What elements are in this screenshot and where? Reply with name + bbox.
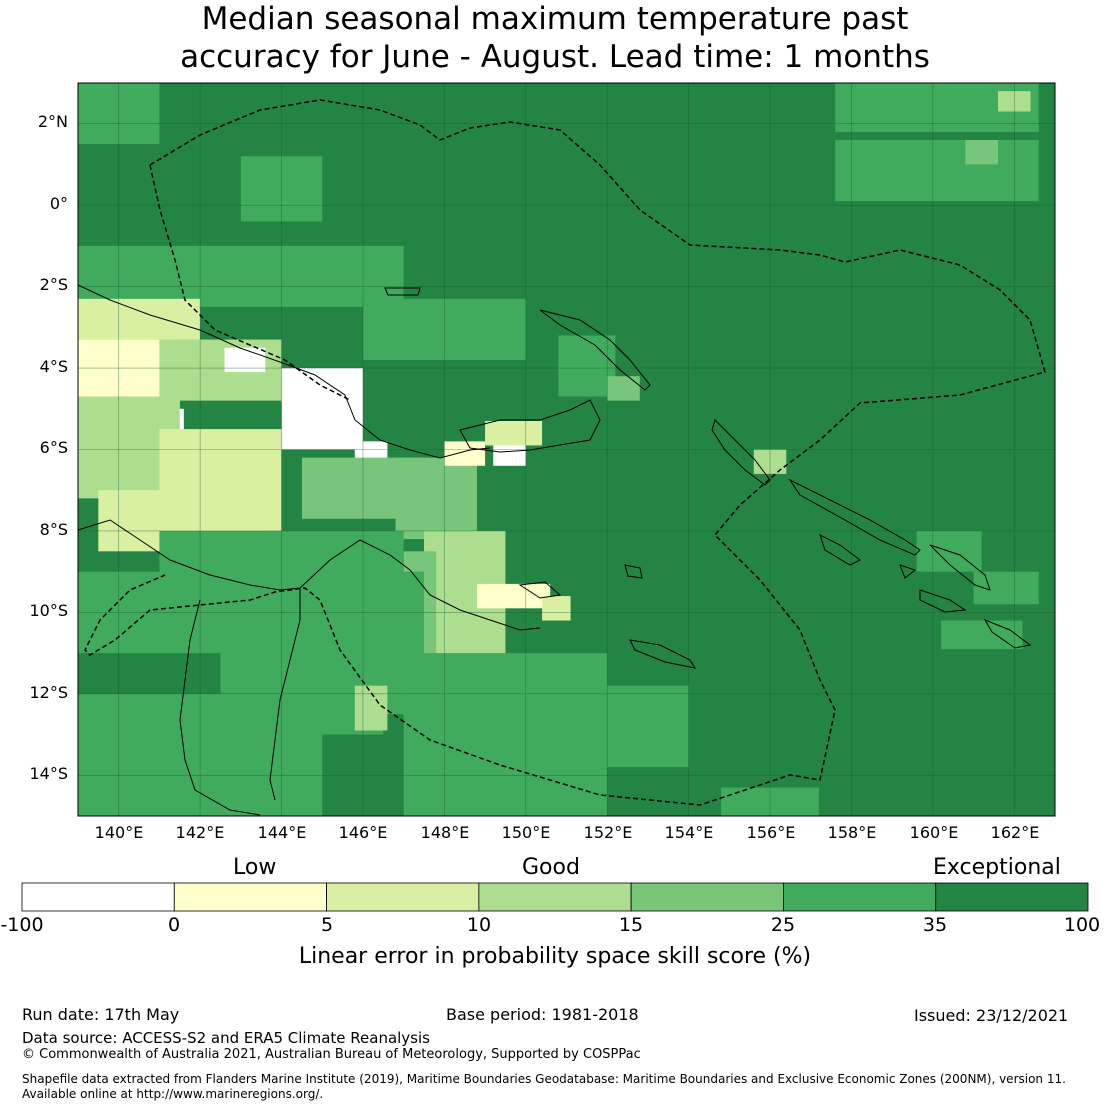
colorbar-tick-0: 0 <box>167 914 181 936</box>
admiralty-islands-coastline <box>384 287 421 296</box>
copyright: © Commonwealth of Australia 2021, Austra… <box>22 1047 641 1062</box>
lat-tick-2s: 2°S <box>39 275 68 294</box>
new-ireland-coastline <box>539 309 651 391</box>
lon-tick-144e: 144°E <box>257 823 307 842</box>
lon-tick-140e: 140°E <box>94 823 144 842</box>
skill-patch-26 <box>542 596 571 621</box>
category-low: Low <box>233 855 277 880</box>
lat-tick-12s: 12°S <box>29 683 68 702</box>
skill-patch-2 <box>835 140 1039 202</box>
skill-patch-8 <box>78 298 201 340</box>
colorbar-segment-1 <box>173 882 327 912</box>
colorbar-label: Linear error in probability space skill … <box>298 944 812 969</box>
solomon-islands-coastline <box>788 478 1032 649</box>
eez-boundaries <box>84 99 1046 806</box>
colorbar-segment-2 <box>326 882 480 912</box>
skill-patch-25 <box>476 583 551 609</box>
skill-patch-5 <box>965 140 999 165</box>
louisiade-islands-coastline <box>518 564 697 669</box>
run-date: Run date: 17th May <box>22 1005 180 1024</box>
new-britain-coastline <box>459 399 601 453</box>
colorbar-tick-25: 25 <box>770 914 796 936</box>
shapefile-credit-line1: Shapefile data extracted from Flanders M… <box>22 1072 1066 1086</box>
colorbar-tick-5: 5 <box>320 914 334 936</box>
graticule <box>78 83 1055 816</box>
base-period: Base period: 1981-2018 <box>446 1005 639 1024</box>
bougainville-coastline <box>711 419 771 486</box>
lon-tick-156e: 156°E <box>746 823 796 842</box>
coastlines <box>77 284 1032 816</box>
lon-tick-152e: 152°E <box>583 823 633 842</box>
map-title-line2: accuracy for June - August. Lead time: 1… <box>180 39 930 75</box>
data-source: Data source: ACCESS-S2 and ERA5 Climate … <box>22 1029 430 1047</box>
lon-tick-154e: 154°E <box>664 823 714 842</box>
colorbar-segment-6 <box>935 882 1089 912</box>
map-title-line1: Median seasonal maximum temperature past <box>201 1 909 37</box>
colorbar-tick-minus100: -100 <box>0 914 44 936</box>
skill-patch-11 <box>224 347 266 373</box>
lon-tick-160e: 160°E <box>909 823 959 842</box>
skill-patch-6 <box>78 245 404 307</box>
colorbar-tick-15: 15 <box>618 914 644 936</box>
map-title: Median seasonal maximum temperature past… <box>0 0 1110 76</box>
lon-tick-150e: 150°E <box>501 823 551 842</box>
skill-patch-22 <box>485 420 543 446</box>
lat-tick-14s: 14°S <box>29 764 68 783</box>
lat-tick-2n: 2°N <box>37 112 68 131</box>
lon-tick-158e: 158°E <box>827 823 877 842</box>
lon-tick-146e: 146°E <box>338 823 388 842</box>
lat-tick-8s: 8°S <box>39 520 68 539</box>
skill-patch-21 <box>493 441 526 466</box>
colorbar <box>21 882 1089 912</box>
colorbar-segment-4 <box>630 882 784 912</box>
lat-tick-10s: 10°S <box>29 601 68 620</box>
shapefile-credit-line2: Available online at http://www.marinereg… <box>22 1087 324 1101</box>
lon-tick-162e: 162°E <box>990 823 1040 842</box>
category-good: Good <box>522 855 580 880</box>
colorbar-tick-10: 10 <box>466 914 492 936</box>
png-eez-boundary <box>84 99 1046 806</box>
lat-tick-4s: 4°S <box>39 357 68 376</box>
lat-tick-6s: 6°S <box>39 438 68 457</box>
lon-tick-142e: 142°E <box>175 823 225 842</box>
skill-patch-12 <box>281 368 363 450</box>
category-exceptional: Exceptional <box>933 855 1061 880</box>
issued-date: Issued: 23/12/2021 <box>914 1006 1069 1025</box>
map-frame <box>77 82 1056 817</box>
skill-patch-20 <box>444 441 486 466</box>
lon-tick-148e: 148°E <box>420 823 470 842</box>
colorbar-tick-100: 100 <box>1063 914 1101 936</box>
skill-patch-19 <box>395 457 477 540</box>
lat-tick-0: 0° <box>49 194 68 213</box>
colorbar-segment-3 <box>478 882 632 912</box>
new-guinea-coastline <box>77 284 541 816</box>
skill-patch-34 <box>566 685 689 768</box>
colorbar-tick-35: 35 <box>922 914 948 936</box>
colorbar-segment-5 <box>783 882 937 912</box>
colorbar-segment-0 <box>21 882 175 912</box>
skill-patch-40 <box>558 335 616 397</box>
skill-patch-41 <box>607 376 640 401</box>
skill-patch-35 <box>354 685 388 731</box>
